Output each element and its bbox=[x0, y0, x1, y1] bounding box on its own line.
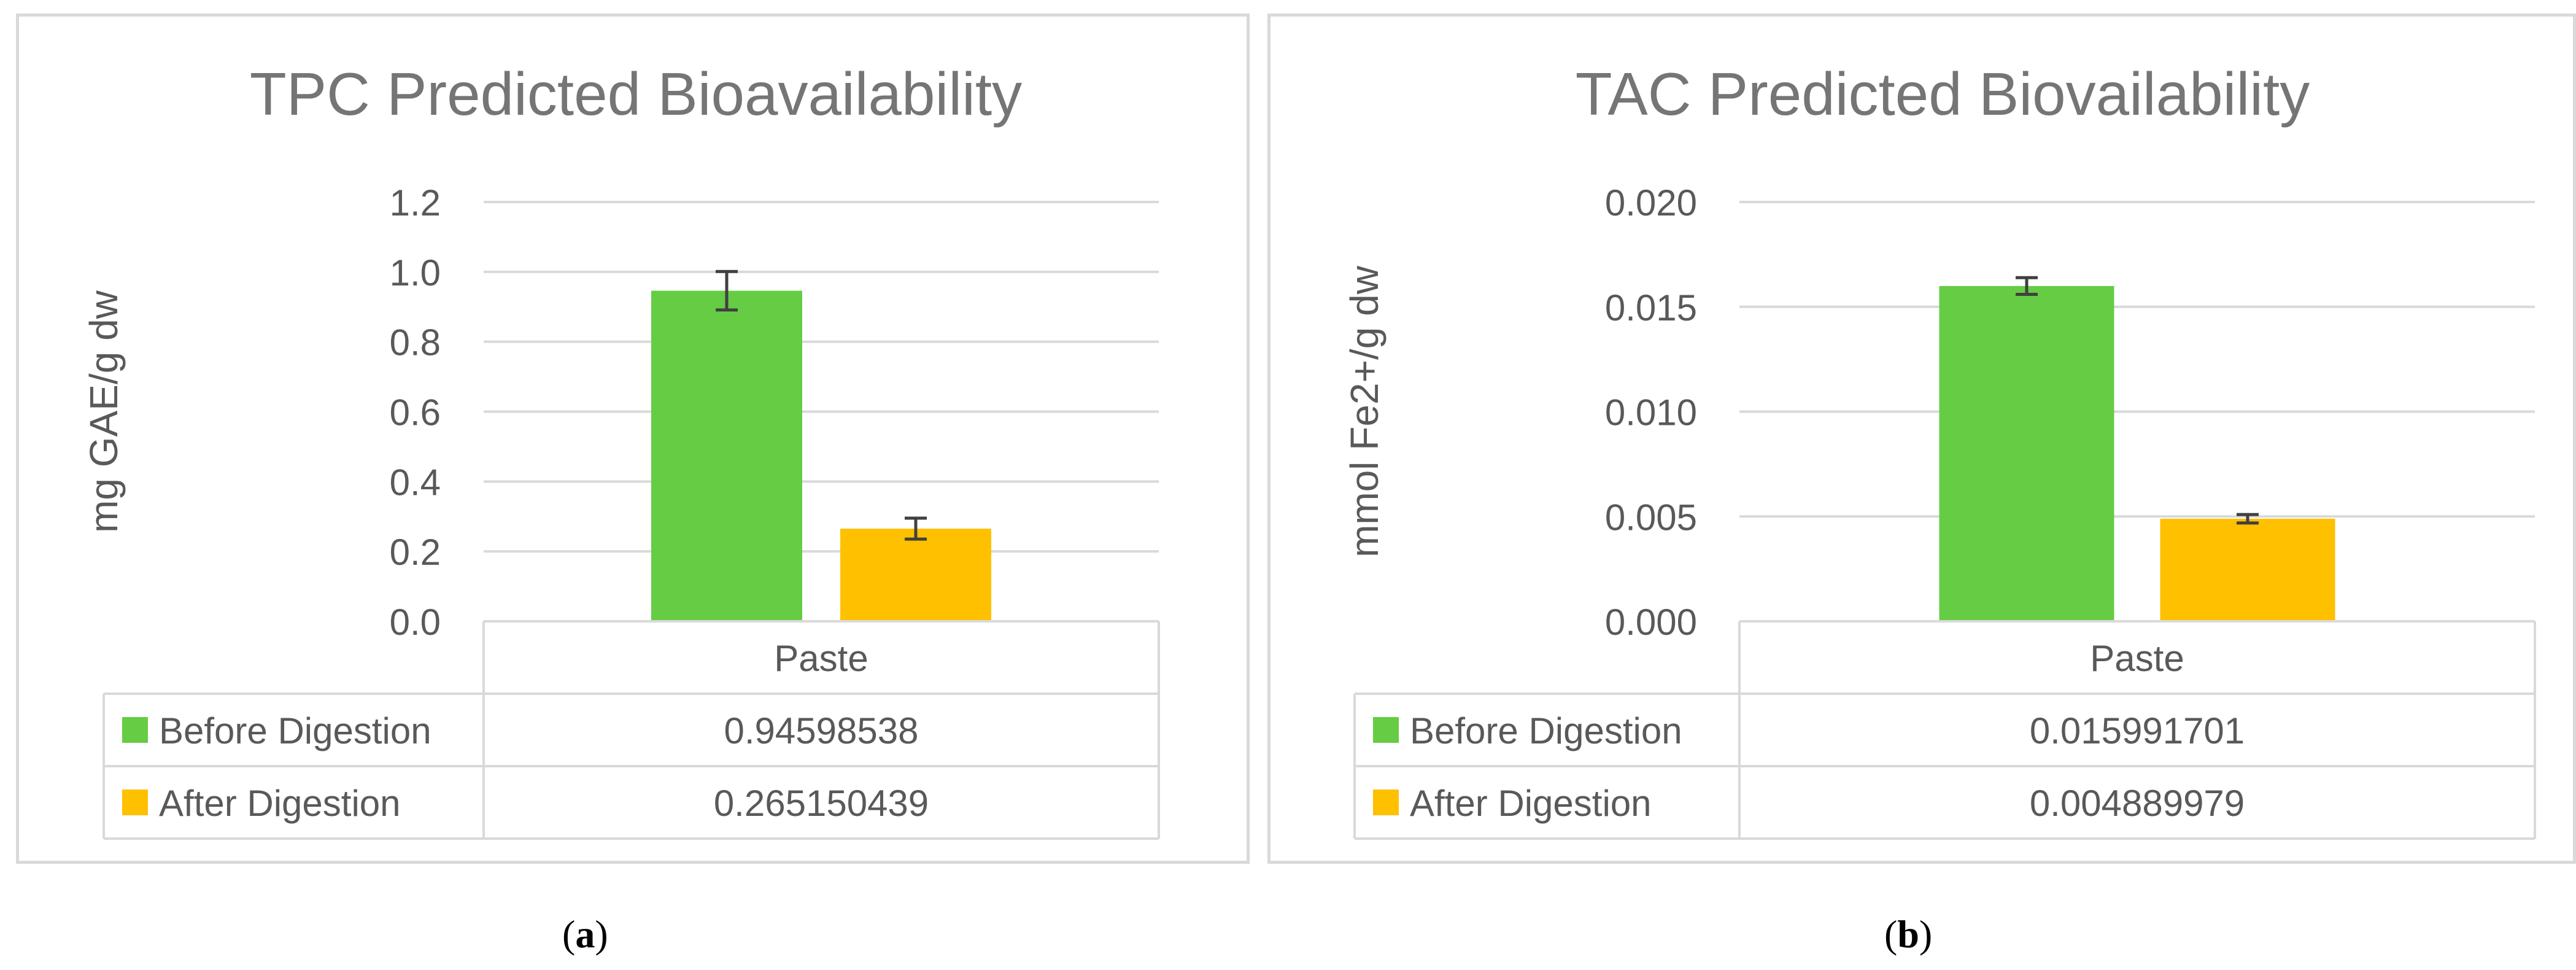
table-value: 0.94598538 bbox=[724, 710, 919, 751]
y-tick-label: 0.0 bbox=[390, 602, 441, 643]
y-tick-label: 0.6 bbox=[390, 392, 441, 433]
table-value: 0.015991701 bbox=[2030, 710, 2245, 751]
x-category-label: Paste bbox=[2090, 638, 2184, 679]
y-tick-label: 1.2 bbox=[390, 182, 441, 223]
chart-panel-tpc: TPC Predicted Bioavailability mg GAE/g dw… bbox=[16, 14, 1250, 864]
y-tick-label: 0.020 bbox=[1605, 182, 1697, 223]
table-value: 0.265150439 bbox=[714, 783, 929, 824]
y-tick-label: 0.010 bbox=[1605, 392, 1697, 433]
chart-tac: TAC Predicted Biovailability mmol Fe2+/g … bbox=[1342, 60, 2536, 840]
y-tick-label: 1.0 bbox=[390, 252, 441, 293]
legend-label: After Digestion bbox=[1410, 783, 1652, 824]
legend-swatch bbox=[122, 717, 148, 743]
y-axis-label: mmol Fe2+/g dw bbox=[1342, 265, 1387, 557]
x-category-label: Paste bbox=[774, 638, 868, 679]
legend-swatch bbox=[1373, 717, 1399, 743]
legend-swatch bbox=[122, 790, 148, 815]
y-tick-label: 0.4 bbox=[390, 462, 441, 503]
bar-after-digestion bbox=[2160, 519, 2335, 621]
y-tick-label: 0.015 bbox=[1605, 287, 1697, 328]
bar-before-digestion bbox=[651, 290, 802, 621]
caption-b: (b) bbox=[1884, 912, 1933, 956]
legend-label: Before Digestion bbox=[1410, 710, 1682, 751]
chart-panel-tac: TAC Predicted Biovailability mmol Fe2+/g … bbox=[1267, 14, 2576, 864]
y-tick-label: 0.000 bbox=[1605, 602, 1697, 643]
chart-tpc: TPC Predicted Bioavailability mg GAE/g dw… bbox=[82, 60, 1160, 840]
y-tick-label: 0.8 bbox=[390, 322, 441, 363]
chart-title: TPC Predicted Bioavailability bbox=[250, 60, 1022, 128]
y-axis-label: mg GAE/g dw bbox=[82, 290, 126, 533]
legend-swatch bbox=[1373, 790, 1399, 815]
table-value: 0.004889979 bbox=[2030, 783, 2245, 824]
bar-after-digestion bbox=[840, 529, 991, 621]
bar-before-digestion bbox=[1939, 285, 2114, 621]
y-tick-label: 0.2 bbox=[390, 532, 441, 573]
legend-label: After Digestion bbox=[159, 783, 401, 824]
y-tick-label: 0.005 bbox=[1605, 497, 1697, 538]
chart-title: TAC Predicted Biovailability bbox=[1576, 60, 2310, 128]
caption-a: (a) bbox=[562, 912, 608, 956]
legend-label: Before Digestion bbox=[159, 710, 431, 751]
